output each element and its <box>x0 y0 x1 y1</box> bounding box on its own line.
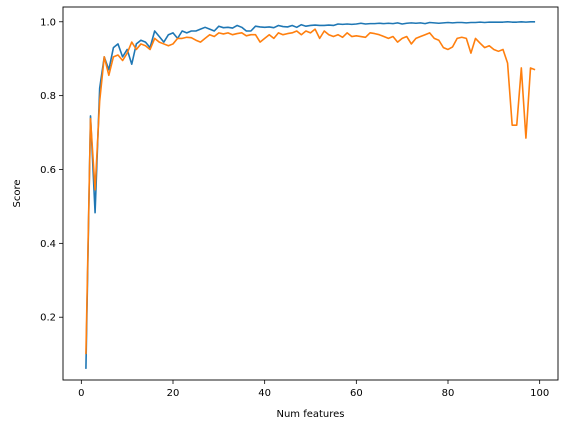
y-axis: 0.2 0.4 0.6 0.8 1.0 <box>40 17 63 324</box>
y-tick-label: 0.4 <box>40 239 56 250</box>
x-tick-label: 80 <box>442 388 455 399</box>
x-axis-label: Num features <box>276 409 344 420</box>
series-line-2 <box>85 28 536 355</box>
x-tick-label: 20 <box>167 388 180 399</box>
x-tick-label: 40 <box>258 388 271 399</box>
y-tick-label: 1.0 <box>40 17 56 28</box>
y-tick-label: 0.8 <box>40 91 56 102</box>
series-layer <box>85 20 536 369</box>
y-tick-label: 0.2 <box>40 313 56 324</box>
y-axis-label: Score <box>12 179 23 207</box>
plot-frame <box>62 6 559 381</box>
y-tick-label: 0.6 <box>40 165 56 176</box>
x-tick-label: 60 <box>350 388 363 399</box>
x-tick-label: 0 <box>78 388 84 399</box>
series-line-1 <box>85 20 536 369</box>
x-tick-label: 100 <box>530 388 549 399</box>
x-axis: 0 20 40 60 80 100 <box>78 380 549 399</box>
